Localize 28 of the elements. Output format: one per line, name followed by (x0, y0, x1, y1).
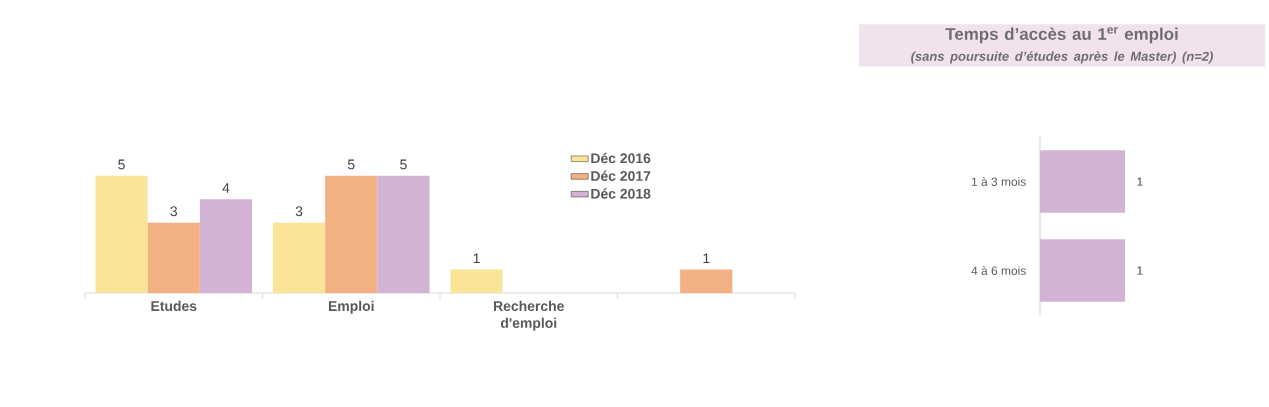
data-label: 1 (1137, 177, 1143, 186)
bar (199, 199, 253, 293)
bar (377, 175, 430, 293)
data-label: 5 (118, 159, 125, 170)
bar (147, 222, 200, 293)
data-label: 4 (222, 183, 230, 193)
legend-label: Déc 2018 (591, 188, 651, 199)
x-tick-label: Emploi (328, 300, 374, 314)
data-label: 3 (170, 206, 178, 217)
bar (95, 175, 148, 293)
legend-label: Déc 2017 (591, 170, 651, 181)
y-tick-label: 4 à 6 mois (971, 266, 1026, 275)
legend-label: Déc 2016 (591, 152, 651, 164)
y-tick-label: 1 à 3 mois (971, 177, 1026, 186)
x-tick-label: Etudes (151, 300, 197, 312)
bar (272, 222, 326, 293)
data-label: 1 (703, 253, 710, 264)
data-label: 1 (1137, 266, 1143, 275)
bar (450, 269, 503, 293)
bar (325, 175, 378, 293)
data-label: 5 (400, 159, 407, 170)
data-label: 1 (473, 253, 480, 264)
data-label: 3 (295, 206, 303, 217)
bar (680, 269, 733, 293)
chart-title: Temps d’accès au 1$^{er}$ emploi (945, 27, 1178, 44)
chart-subtitle: (sans poursuite d’études après le Master) (n=2) (911, 51, 1213, 64)
x-tick-label: Recherche d'emploi (494, 300, 564, 331)
data-label: 5 (347, 159, 355, 170)
